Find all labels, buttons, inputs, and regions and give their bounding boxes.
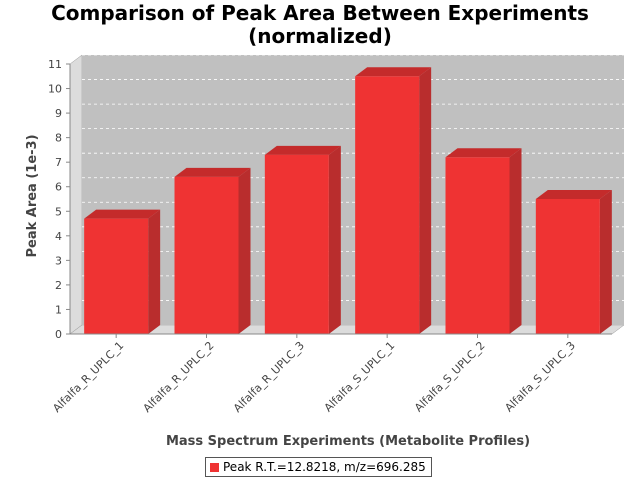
plot-background <box>82 55 624 325</box>
chart-title: Comparison of Peak Area Between Experime… <box>0 2 640 48</box>
bar-front <box>84 218 149 334</box>
bar <box>84 209 161 334</box>
bar-front <box>445 157 510 334</box>
x-axis: Alfalfa_R_UPLC_1 Alfalfa_R_UPLC_2 Alfalfa_… <box>50 333 612 415</box>
plot-area <box>69 54 625 335</box>
x-tick-label: Alfalfa_S_UPLC_3 <box>502 339 578 415</box>
bar <box>445 148 522 334</box>
bar-top <box>445 148 522 158</box>
bar-front <box>264 154 329 334</box>
bar <box>174 167 251 334</box>
y-tick-label: 0 <box>55 328 62 341</box>
x-axis-label: Mass Spectrum Experiments (Metabolite Pr… <box>166 434 530 449</box>
y-tick-label: 9 <box>55 107 62 120</box>
bar-top <box>535 190 612 199</box>
bar-side <box>419 67 432 334</box>
chart-title-line-2: (normalized) <box>248 24 392 48</box>
x-tick-label: Alfalfa_R_UPLC_3 <box>231 339 307 415</box>
legend-label: Peak R.T.=12.8218, m/z=696.285 <box>223 460 426 474</box>
y-tick-label: 11 <box>48 58 62 71</box>
bar-side <box>238 167 251 334</box>
x-tick-label: Alfalfa_R_UPLC_1 <box>50 339 126 415</box>
bar-top <box>174 167 251 177</box>
bar-side <box>328 145 341 334</box>
y-tick-label: 2 <box>55 279 62 292</box>
x-tick-label: Alfalfa_S_UPLC_2 <box>412 339 488 415</box>
x-tick-label: Alfalfa_R_UPLC_2 <box>141 339 217 415</box>
bar-front <box>535 199 600 334</box>
bar <box>535 190 612 334</box>
bar-front <box>174 176 239 334</box>
y-axis: 0 1 2 3 4 5 6 7 8 9 10 11 <box>48 58 71 341</box>
bar-side <box>509 148 522 334</box>
bar-top <box>264 145 341 155</box>
bar-top <box>84 209 161 219</box>
y-tick-label: 3 <box>55 254 62 267</box>
y-tick-label: 1 <box>55 303 62 316</box>
x-tick-label: Alfalfa_S_UPLC_1 <box>322 339 398 415</box>
bar-front <box>355 76 420 334</box>
legend: Peak R.T.=12.8218, m/z=696.285 <box>205 457 432 477</box>
y-tick-label: 6 <box>55 181 62 194</box>
bars <box>84 67 612 334</box>
y-tick-label: 4 <box>55 230 62 243</box>
bar-top <box>355 67 432 77</box>
plot-side-wall <box>69 54 83 335</box>
bar <box>264 145 341 334</box>
chart-title-line-1: Comparison of Peak Area Between Experime… <box>51 1 589 25</box>
gridlines <box>82 54 624 301</box>
bar <box>355 67 432 334</box>
y-tick-label: 8 <box>55 132 62 145</box>
y-tick-label: 5 <box>55 205 62 218</box>
y-tick-label: 7 <box>55 156 62 169</box>
legend-swatch <box>210 462 219 472</box>
bar-side <box>599 190 612 334</box>
y-axis-label: Peak Area (1e-3) <box>25 134 40 257</box>
y-tick-label: 10 <box>48 83 62 96</box>
bar-side <box>148 209 161 334</box>
